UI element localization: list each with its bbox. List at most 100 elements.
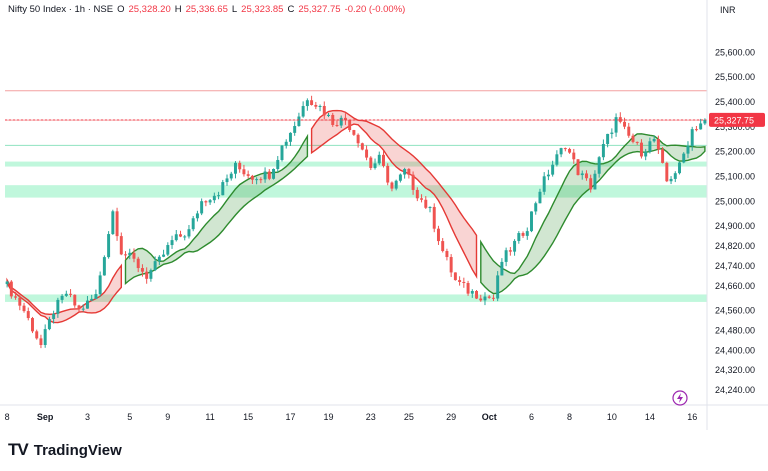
candle-body [521,233,525,236]
candle-body [538,191,542,204]
y-tick-label: 24,240.00 [715,385,755,395]
candle-body [360,143,364,150]
candle-body [98,275,102,295]
candle-body [635,141,639,143]
currency-label[interactable]: INR [720,5,736,15]
candle-body [297,116,301,127]
candle-body [77,305,81,310]
close-value: 25,327.75 [298,4,341,15]
candle-body [415,189,419,199]
candle-body [301,106,305,117]
y-tick-label: 24,320.00 [715,365,755,375]
candle-body [546,174,550,177]
candle-body [107,234,111,258]
cloud-band-1 [124,133,309,285]
candle-body [322,105,326,116]
candle-body [246,174,250,176]
x-tick-label: 8 [567,412,572,422]
candles [5,95,707,349]
candle-body [191,218,195,230]
candle-body [318,105,322,107]
x-tick-label: 9 [165,412,170,422]
y-tick-label: 24,660.00 [715,281,755,291]
support-zone-2 [5,294,707,302]
candle-body [14,296,18,298]
candle-body [534,203,538,212]
candle-body [491,297,495,299]
low-label: L [231,4,238,15]
lightning-icon[interactable] [672,390,688,406]
y-tick-label: 24,820.00 [715,241,755,251]
candle-body [542,176,546,192]
candle-body [513,240,517,252]
last-price-tag [709,112,765,127]
candle-body [386,165,390,183]
candle-body [102,257,106,276]
candle-body [115,211,119,237]
candle-body [85,300,89,309]
candle-body [411,174,415,190]
candle-body [661,149,665,163]
candle-body [293,126,297,133]
candle-body [487,296,491,298]
candle-body [508,250,512,252]
candle-body [9,281,13,297]
candle-body [576,159,580,176]
candle-body [644,151,648,157]
candle-body [204,201,208,203]
candle-body [60,295,64,300]
candle-body [339,117,343,126]
candle-body [280,145,284,160]
candle-body [149,270,153,279]
candle-body [288,132,292,142]
candle-body [250,175,254,180]
candle-body [233,162,237,174]
x-tick-label: 23 [366,412,376,422]
candle-body [606,133,610,144]
x-tick-label: 10 [607,412,617,422]
candle-body [22,305,26,312]
candle-body [601,143,605,158]
candle-body [436,228,440,242]
candle-body [18,297,22,306]
candle-body [90,298,94,301]
candle-body [356,134,360,144]
candle-body [466,283,470,294]
candle-body [525,231,529,236]
candle-body [584,173,588,179]
candle-body [195,213,199,219]
candle-body [479,298,483,301]
candle-body [52,313,56,320]
candle-body [35,331,39,339]
x-tick-label: 11 [205,412,214,422]
candle-body [373,163,377,168]
candle-body [614,117,618,133]
candle-body [255,179,259,181]
candle-body [128,252,132,256]
x-tick-label: 29 [446,412,456,422]
x-tick-label: 25 [404,412,414,422]
tradingview-brand[interactable]: TV TradingView [8,440,122,460]
candle-body [31,318,34,332]
high-value: 25,336.65 [185,4,228,15]
y-tick-label: 24,480.00 [715,325,755,335]
support-zone-1 [5,185,707,198]
x-tick-label: Sep [37,412,54,422]
candle-body [648,141,652,152]
candle-body [145,271,149,279]
chart-legend: Nifty 50 Index · 1h · NSE O 25,328.20 H 25… [8,4,405,15]
candle-body [382,154,385,166]
candle-body [229,173,233,179]
candle-body [623,121,627,127]
candle-body [496,275,500,299]
candle-body [157,256,161,262]
candle-body [212,195,216,201]
candle-body [335,124,339,126]
candle-body [284,141,288,146]
candle-body [673,173,677,179]
y-tick-label: 25,500.00 [715,72,755,82]
x-tick-label: 19 [324,412,334,422]
candle-body [441,241,445,252]
x-tick-label: 8 [5,412,10,422]
